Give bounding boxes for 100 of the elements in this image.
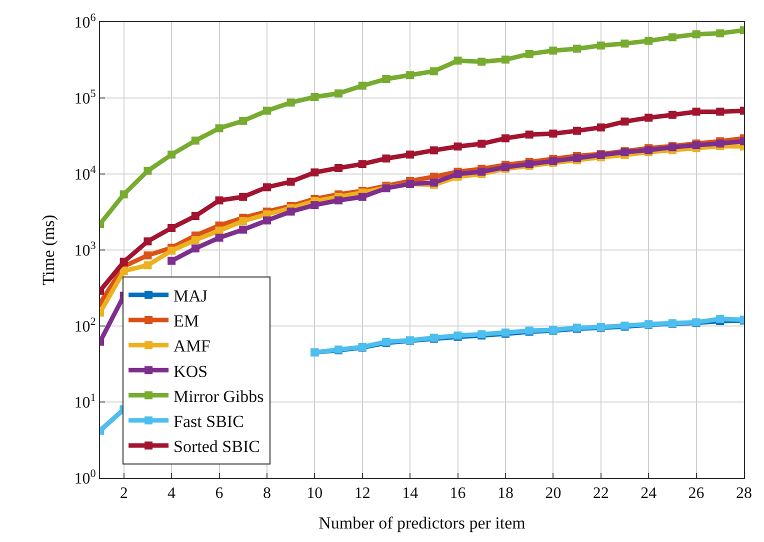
point <box>525 130 534 139</box>
y-tick-label: 10$^{2}$ <box>74 316 96 336</box>
point <box>549 130 558 138</box>
point <box>286 208 295 216</box>
x-tick-label: 4 <box>168 485 176 502</box>
x-tick-label: 28 <box>736 485 752 502</box>
point <box>430 67 438 76</box>
point <box>478 58 486 66</box>
point <box>668 110 676 119</box>
point <box>620 40 629 48</box>
point <box>215 124 224 132</box>
x-tick-label: 24 <box>640 485 657 502</box>
y-tick-label: 10$^{0}$ <box>74 468 96 488</box>
point <box>478 168 486 176</box>
point <box>692 108 700 116</box>
point <box>501 56 510 64</box>
point <box>239 192 248 201</box>
point <box>144 166 152 175</box>
legend-label: KOS <box>174 362 208 381</box>
point <box>168 256 176 265</box>
x-tick-label: 16 <box>450 485 466 502</box>
x-tick-label: 22 <box>592 485 609 502</box>
x-tick-label: 10 <box>306 485 323 502</box>
point <box>358 82 366 90</box>
point <box>358 160 366 168</box>
x-tick-label: 6 <box>215 485 224 502</box>
point <box>406 71 414 80</box>
x-tick-label: 14 <box>402 485 418 502</box>
point <box>310 201 319 210</box>
point <box>120 258 128 266</box>
point <box>239 217 248 226</box>
point <box>120 266 128 275</box>
point <box>334 164 343 172</box>
point <box>382 154 390 162</box>
point <box>596 42 605 50</box>
point <box>262 183 271 192</box>
point <box>382 74 390 83</box>
point <box>262 216 271 224</box>
y-axis-title: Time (ms) <box>38 214 58 286</box>
point <box>358 192 366 201</box>
y-tick-label: 10$^{1}$ <box>74 392 96 412</box>
point <box>191 136 200 145</box>
point <box>191 212 200 220</box>
point <box>644 114 653 122</box>
point <box>549 46 558 55</box>
point <box>596 123 605 132</box>
point <box>478 140 486 148</box>
point <box>310 168 319 176</box>
point <box>454 170 462 178</box>
point <box>716 314 724 323</box>
point <box>144 251 152 260</box>
point <box>168 246 176 255</box>
point <box>501 134 510 142</box>
point <box>692 30 700 38</box>
point <box>334 89 343 98</box>
point <box>716 108 724 116</box>
legend-label: Fast SBIC <box>174 412 244 431</box>
point <box>573 126 582 135</box>
point <box>644 36 653 45</box>
point <box>310 93 319 102</box>
x-tick-label: 20 <box>545 485 562 502</box>
point <box>215 234 224 242</box>
legend-label: Mirror Gibbs <box>174 386 264 406</box>
y-tick-label: 10$^{5}$ <box>74 88 96 108</box>
legend-label: Sorted SBIC <box>174 437 260 456</box>
point <box>573 44 582 53</box>
point <box>191 236 200 244</box>
y-tick-label: 10$^{4}$ <box>74 164 96 184</box>
x-tick-label: 12 <box>354 485 370 502</box>
legend-label: AMF <box>174 336 210 356</box>
point <box>286 98 295 107</box>
point <box>454 56 462 65</box>
x-tick-label: 8 <box>262 485 271 502</box>
point <box>454 142 462 151</box>
y-tick-label: 10$^{3}$ <box>74 240 96 260</box>
point <box>120 190 128 198</box>
x-axis-title: Number of predictors per item <box>318 514 526 533</box>
legend-label: MAJ <box>174 286 208 306</box>
point <box>716 29 724 38</box>
point <box>239 226 248 234</box>
legend-label: EM <box>174 312 200 331</box>
point <box>168 150 176 159</box>
point <box>262 106 271 115</box>
point <box>215 196 224 204</box>
point <box>144 261 152 270</box>
point <box>430 146 438 154</box>
x-tick-label: 2 <box>120 485 128 502</box>
point <box>144 237 152 246</box>
point <box>168 224 176 232</box>
point <box>334 196 343 204</box>
x-tick-label: 26 <box>688 485 704 502</box>
point <box>525 50 534 58</box>
point <box>191 244 200 252</box>
point <box>239 116 248 125</box>
y-tick-label: 10$^{6}$ <box>74 12 96 32</box>
x-tick-label: 18 <box>497 485 514 502</box>
point <box>406 150 414 159</box>
point <box>286 178 295 186</box>
point <box>668 33 676 42</box>
point <box>620 118 629 126</box>
